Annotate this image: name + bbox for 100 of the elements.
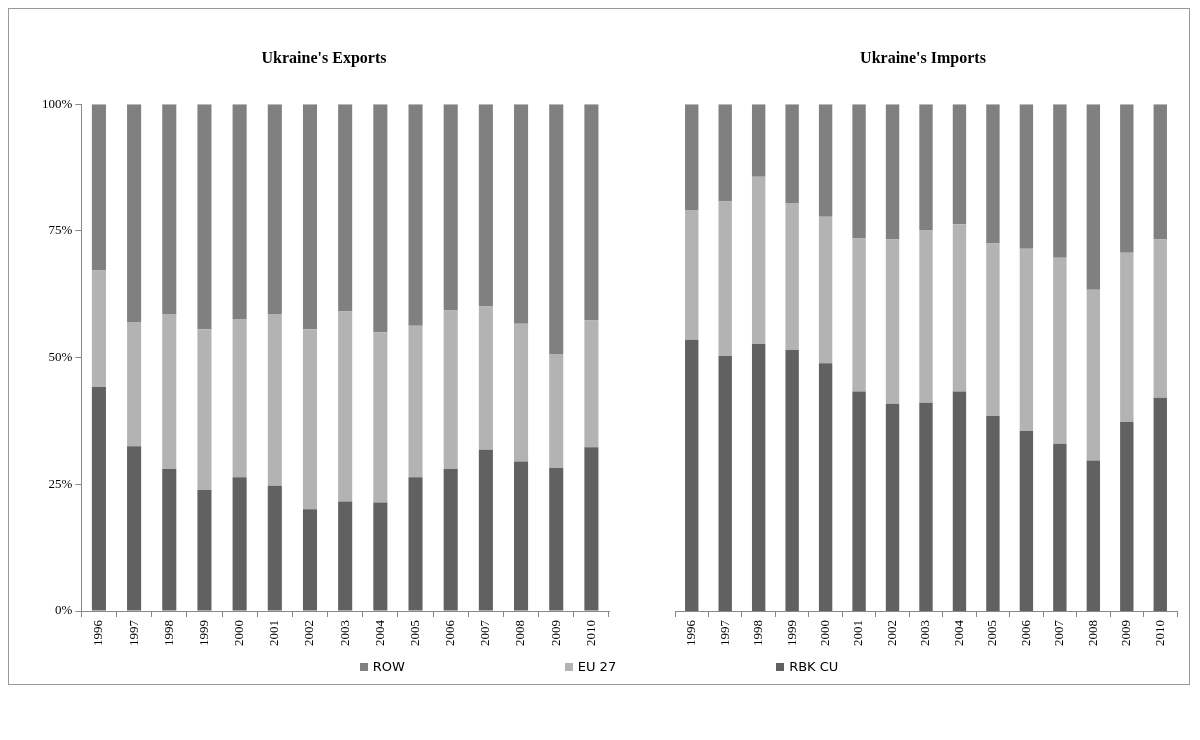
bar xyxy=(408,325,423,478)
bar xyxy=(91,270,106,387)
x-tick-label: 2009 xyxy=(547,620,563,646)
x-tick-label: 2009 xyxy=(1118,620,1134,646)
bar xyxy=(232,104,247,320)
legend-label: RBK CU xyxy=(789,659,839,674)
y-tick-label: 100% xyxy=(41,95,73,111)
bar xyxy=(818,104,833,217)
bar xyxy=(919,402,933,611)
bar xyxy=(1153,239,1167,398)
bar xyxy=(478,449,493,611)
x-tick-label: 1999 xyxy=(195,620,211,646)
x-tick-label: 2002 xyxy=(301,620,317,646)
x-tick-label: 2000 xyxy=(231,620,247,646)
bar xyxy=(1086,289,1101,461)
bar xyxy=(852,238,866,392)
bar xyxy=(302,329,318,510)
bar xyxy=(373,332,388,503)
bar xyxy=(751,176,766,344)
bar xyxy=(478,104,493,307)
bar xyxy=(919,229,933,403)
bar xyxy=(986,104,1000,244)
bar xyxy=(952,391,967,611)
x-tick-label: 2000 xyxy=(817,620,833,646)
bar xyxy=(685,104,699,211)
x-tick-label: 2005 xyxy=(406,620,422,646)
chart-title: Ukraine's Exports xyxy=(261,48,387,67)
bar xyxy=(162,104,177,315)
bar xyxy=(162,469,177,611)
bar xyxy=(584,320,599,448)
bar xyxy=(408,477,423,611)
bar xyxy=(91,104,106,271)
x-tick-label: 1997 xyxy=(125,619,141,646)
x-tick-label: 2003 xyxy=(336,620,352,646)
x-tick-label: 1998 xyxy=(160,620,176,646)
bar xyxy=(549,354,564,469)
bar xyxy=(1153,104,1167,240)
bar xyxy=(162,314,177,470)
bar xyxy=(685,210,699,340)
bar xyxy=(885,239,900,404)
x-tick-label: 2006 xyxy=(442,619,458,646)
bar xyxy=(1086,104,1101,290)
bar xyxy=(818,216,833,364)
x-tick-label: 2004 xyxy=(371,619,387,646)
y-tick-label: 0% xyxy=(54,602,73,618)
bar xyxy=(1053,257,1067,444)
bar xyxy=(338,104,353,312)
bar xyxy=(852,391,866,611)
bar xyxy=(232,477,247,611)
x-tick-label: 1996 xyxy=(90,619,106,646)
bar xyxy=(443,104,458,311)
x-tick-label: 2008 xyxy=(512,620,528,646)
bar xyxy=(718,356,732,611)
x-tick-label: 2005 xyxy=(984,620,1000,646)
x-tick-label: 2003 xyxy=(917,620,933,646)
bar xyxy=(197,489,212,611)
bar xyxy=(514,323,529,462)
bar xyxy=(584,104,599,321)
bar xyxy=(267,485,282,611)
legend-label: EU 27 xyxy=(577,659,617,674)
x-tick-label: 2007 xyxy=(1051,619,1067,646)
x-tick-label: 2006 xyxy=(1017,619,1033,646)
bar xyxy=(549,468,564,611)
bar xyxy=(986,243,1000,416)
bar xyxy=(885,403,900,611)
bar xyxy=(685,339,699,611)
bar xyxy=(952,104,967,225)
bar xyxy=(127,322,142,447)
bar xyxy=(373,104,388,333)
x-tick-label: 1998 xyxy=(750,620,766,646)
bar xyxy=(885,104,900,240)
bar xyxy=(267,104,282,315)
bar xyxy=(1053,443,1067,611)
bar xyxy=(549,104,564,355)
bar xyxy=(718,201,732,357)
bar xyxy=(718,104,732,202)
bar xyxy=(1019,431,1034,611)
bar xyxy=(1019,104,1034,249)
bar xyxy=(1153,397,1167,611)
bar xyxy=(197,329,212,490)
y-tick-label: 25% xyxy=(48,475,73,491)
x-tick-label: 2004 xyxy=(950,619,966,646)
bar xyxy=(514,104,529,324)
x-tick-label: 1999 xyxy=(783,620,799,646)
bar xyxy=(1086,460,1101,611)
x-tick-label: 2007 xyxy=(477,619,493,646)
x-tick-label: 2001 xyxy=(850,620,866,646)
x-tick-label: 2002 xyxy=(883,620,899,646)
bar xyxy=(302,104,318,330)
chart-title: Ukraine's Imports xyxy=(860,48,986,67)
bar xyxy=(267,314,282,486)
bar xyxy=(338,501,353,611)
bar xyxy=(785,104,799,204)
bar xyxy=(197,104,212,330)
bar xyxy=(986,415,1000,611)
x-tick-label: 2008 xyxy=(1084,620,1100,646)
bar xyxy=(514,461,529,611)
bar xyxy=(785,350,799,611)
bar xyxy=(338,311,353,502)
bar xyxy=(919,104,933,230)
